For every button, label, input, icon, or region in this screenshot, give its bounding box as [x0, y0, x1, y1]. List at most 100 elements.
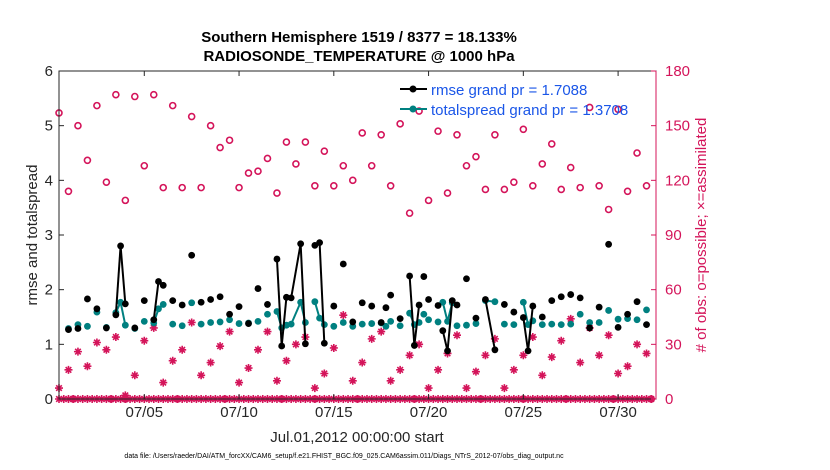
spread-point-13 [169, 320, 177, 328]
rmse-point-40 [387, 291, 395, 299]
obs-assimilated-point-34-shape [377, 327, 386, 336]
obs-possible-point-4 [93, 101, 101, 110]
rmse-point-62 [548, 297, 556, 304]
rmse-point-46 [425, 296, 432, 303]
obs-possible-point-20 [244, 169, 253, 177]
spread-point-48 [439, 298, 447, 306]
rmse-point-64 [567, 291, 575, 298]
rmse-point-72 [643, 321, 650, 329]
obs-assimilated-point-42-shape [453, 331, 461, 340]
obs-assimilated-point-52-shape [547, 353, 556, 362]
obs-possible-point-28 [320, 147, 329, 155]
obs-assimilated-point-4 [92, 338, 101, 347]
x-tick-label-2: 07/15 [315, 404, 353, 421]
obs-possible-point-11 [159, 183, 168, 192]
obs-assimilated-point-57-shape [595, 351, 604, 360]
spread-point-62 [548, 320, 556, 328]
obs-assimilated-point-42 [453, 331, 461, 340]
spread-point-7 [121, 321, 129, 329]
obs-assimilated-point-11 [159, 378, 168, 387]
rmse-point-20 [235, 303, 243, 311]
spread-point-34 [339, 319, 347, 326]
spread-point-46 [425, 316, 432, 324]
obs-assimilated-point-32-shape [358, 358, 367, 367]
spread-point-64 [567, 320, 575, 328]
obs-assimilated-point-27-shape [310, 384, 319, 393]
obs-assimilated-point-25 [291, 340, 300, 349]
rmse-segment-4 [275, 258, 283, 347]
obs-assimilated-point-54-shape [566, 314, 575, 323]
obs-possible-point-18 [225, 136, 234, 145]
rmse-point-65 [576, 294, 584, 302]
rmse-point-42 [406, 272, 414, 280]
y2-axis-label: # of obs: o=possible; ×=assimilated [693, 118, 710, 353]
rmse-segment-13 [446, 300, 454, 351]
rmse-point-31 [316, 239, 323, 247]
y2-tick-label-1: 30 [665, 336, 682, 353]
spread-point-24 [273, 308, 281, 315]
y-axis-label: rmse and totalspread [24, 165, 41, 306]
rmse-point-49 [444, 347, 451, 355]
rmse-point-45 [420, 273, 428, 280]
obs-assimilated-point-45 [481, 351, 490, 360]
rmse-point-55 [491, 346, 499, 354]
obs-possible-point-40 [434, 127, 442, 135]
rmse-point-57 [510, 308, 518, 316]
rmse-segment-10 [408, 275, 416, 346]
obs-assimilated-point-9 [140, 336, 149, 345]
obs-assimilated-point-54 [566, 314, 575, 323]
spread-segment-1 [119, 302, 127, 326]
obs-assimilated-point-59-shape [614, 369, 623, 378]
obs-possible-point-45 [481, 185, 490, 194]
obs-assimilated-point-45-shape [481, 351, 490, 360]
obs-assimilated-point-57 [595, 351, 604, 360]
legend-rmse-marker [409, 85, 417, 93]
spread-point-27 [287, 320, 295, 328]
obs-assimilated-point-55-shape [576, 358, 585, 367]
spread-point-67 [595, 319, 603, 326]
rmse-point-3 [93, 305, 101, 313]
obs-assimilated-point-25-shape [291, 340, 300, 349]
obs-assimilated-point-49-shape [519, 351, 528, 360]
obs-possible-point-17 [216, 143, 224, 152]
obs-assimilated-point-14-shape [187, 318, 196, 327]
spread-point-2 [84, 322, 91, 330]
rmse-point-48 [439, 327, 447, 335]
obs-assimilated-point-46-shape [490, 334, 499, 343]
obs-possible-point-21 [254, 167, 262, 176]
spread-point-47 [434, 318, 442, 326]
chart-title: Southern Hemisphere 1519 / 8377 = 18.133… [201, 29, 517, 46]
obs-possible-point-31 [348, 176, 357, 185]
obs-assimilated-point-30-shape [339, 311, 348, 320]
obs-assimilated-point-28-shape [320, 369, 329, 378]
obs-assimilated-point-43-shape [462, 384, 471, 393]
rmse-point-9 [140, 297, 148, 304]
obs-assimilated-point-10 [149, 323, 158, 332]
obs-assimilated-point-10-shape [149, 323, 158, 332]
rmse-point-61 [538, 313, 546, 321]
obs-assimilated-point-3 [83, 362, 92, 371]
rmse-segment-16 [527, 305, 534, 351]
rmse-point-63 [557, 293, 565, 301]
y-tick-label-6: 6 [45, 63, 53, 80]
obs-assimilated-point-1 [64, 365, 73, 374]
rmse-point-6 [117, 242, 124, 250]
rmse-point-12 [159, 281, 167, 289]
rmse-segment-6 [290, 243, 302, 299]
obs-possible-point-61 [633, 149, 641, 157]
obs-possible-point-36 [396, 120, 404, 128]
obs-assimilated-point-60 [623, 362, 632, 371]
spread-point-31 [316, 314, 323, 322]
spread-point-36 [358, 320, 366, 328]
obs-assimilated-point-58-shape [604, 331, 613, 340]
spread-point-15 [188, 299, 196, 307]
obs-assimilated-point-46 [490, 334, 499, 343]
obs-possible-point-13 [178, 183, 186, 192]
obs-assimilated-point-51-shape [538, 371, 547, 380]
spread-point-57 [510, 321, 518, 329]
plot-area [59, 71, 656, 399]
rmse-point-24 [273, 255, 281, 263]
obs-possible-point-62 [642, 182, 651, 190]
obs-possible-point-39 [424, 196, 433, 205]
